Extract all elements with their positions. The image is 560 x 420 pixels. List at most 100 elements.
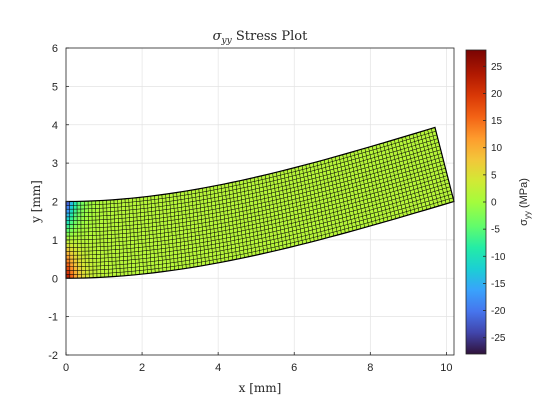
mesh-element xyxy=(147,203,152,209)
mesh-element xyxy=(136,212,141,218)
mesh-element xyxy=(129,224,135,230)
mesh-element xyxy=(115,252,120,258)
mesh-element xyxy=(95,211,100,217)
mesh-element xyxy=(95,208,100,213)
mesh-element xyxy=(127,259,132,265)
mesh-element xyxy=(149,249,155,255)
mesh-element xyxy=(96,254,101,259)
mesh-element xyxy=(96,269,102,274)
colorbar-tick-label: 15 xyxy=(491,116,503,127)
mesh-element xyxy=(108,268,113,274)
mesh-element xyxy=(103,238,108,243)
mesh-element xyxy=(73,247,78,252)
mesh-element xyxy=(84,262,90,267)
mesh-element xyxy=(152,222,157,227)
mesh-element xyxy=(148,218,153,224)
mesh-element xyxy=(92,231,97,236)
mesh-element xyxy=(130,255,136,261)
mesh-element xyxy=(99,242,105,247)
mesh-element xyxy=(142,257,148,263)
mesh-element xyxy=(129,220,134,226)
mesh-element xyxy=(147,214,153,220)
mesh-element xyxy=(84,204,89,210)
mesh-element xyxy=(88,212,93,217)
mesh-element xyxy=(122,225,127,231)
mesh-element xyxy=(138,250,143,256)
mesh-element xyxy=(113,206,119,212)
mesh-element xyxy=(123,256,128,261)
mesh-element xyxy=(145,238,150,244)
mesh-element xyxy=(122,233,127,238)
mesh-element xyxy=(159,217,164,223)
mesh-element xyxy=(88,227,93,233)
mesh-element xyxy=(125,209,130,215)
x-tick-label: 4 xyxy=(215,362,221,374)
mesh-element xyxy=(110,210,115,216)
mesh-element xyxy=(128,209,134,215)
mesh-element xyxy=(137,235,143,241)
mesh-element xyxy=(91,219,97,225)
x-tick-label: 8 xyxy=(367,362,373,374)
mesh-element xyxy=(69,258,74,264)
mesh-element xyxy=(69,247,74,252)
mesh-element xyxy=(136,204,141,210)
x-axis-title: x [mm] xyxy=(239,381,282,395)
mesh-element xyxy=(103,234,108,240)
mesh-element xyxy=(92,261,98,267)
y-tick-label: -2 xyxy=(48,350,58,362)
mesh-element xyxy=(95,227,101,232)
mesh-element xyxy=(125,225,131,230)
mesh-element xyxy=(132,208,138,214)
mesh-element xyxy=(107,253,113,258)
mesh-element xyxy=(151,206,156,212)
mesh-element xyxy=(80,243,86,248)
mesh-element xyxy=(81,262,86,267)
mesh-element xyxy=(159,221,165,226)
colorbar-unit: (MPa) xyxy=(518,178,530,211)
mesh-element xyxy=(113,203,119,208)
mesh-element xyxy=(141,227,146,233)
mesh-element xyxy=(96,242,101,248)
mesh-element xyxy=(118,237,124,242)
colorbar-tick-label: 10 xyxy=(491,143,503,154)
mesh-element xyxy=(121,210,126,215)
mesh-element xyxy=(69,251,74,256)
mesh-element xyxy=(151,218,157,224)
y-axis-ticks: -2 -1 0 1 2 3 4 5 6 xyxy=(48,43,69,362)
chart-title: σyy Stress Plot xyxy=(213,29,308,46)
mesh-element xyxy=(76,212,82,217)
mesh-element xyxy=(91,212,97,217)
title-subscript: yy xyxy=(221,36,233,46)
mesh-element xyxy=(76,220,82,225)
mesh-element xyxy=(126,228,131,234)
mesh-element xyxy=(160,232,165,238)
mesh-element xyxy=(118,218,123,223)
mesh-element xyxy=(153,252,159,258)
mesh-element xyxy=(138,254,144,260)
mesh-element xyxy=(81,258,86,263)
mesh-element xyxy=(88,269,94,275)
mesh-element xyxy=(118,229,123,235)
mesh-element xyxy=(73,251,78,256)
mesh-element xyxy=(137,223,142,229)
mesh-element xyxy=(84,254,90,260)
mesh-element xyxy=(156,229,161,235)
mesh-element xyxy=(96,238,101,244)
mesh-element xyxy=(114,229,120,235)
mesh-element xyxy=(100,246,105,251)
mesh-element xyxy=(126,232,131,238)
mesh-element xyxy=(145,234,150,240)
colorbar-tick-label: 20 xyxy=(491,89,503,100)
mesh-element xyxy=(107,238,112,243)
mesh-element xyxy=(150,199,156,204)
mesh-element xyxy=(92,235,97,240)
mesh-element xyxy=(92,254,97,259)
mesh-element xyxy=(69,235,74,241)
mesh-element xyxy=(130,247,136,253)
mesh-element xyxy=(112,268,117,274)
y-axis-title: y [mm] xyxy=(29,180,43,224)
mesh-element xyxy=(125,217,130,223)
mesh-element xyxy=(103,219,108,224)
